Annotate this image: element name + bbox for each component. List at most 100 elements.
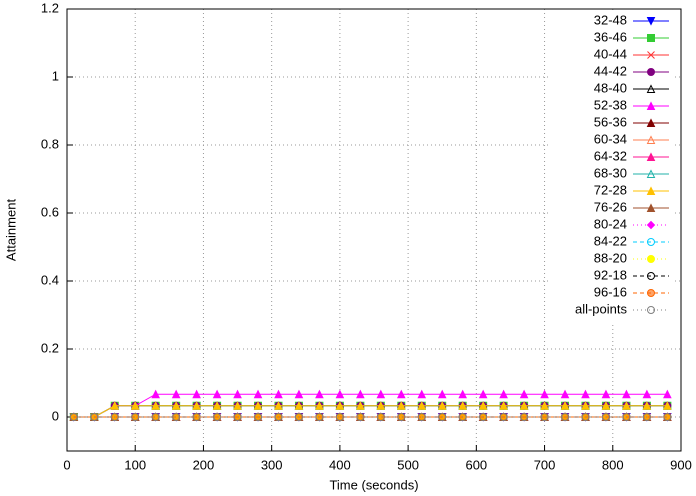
marker bbox=[130, 401, 140, 410]
marker bbox=[233, 413, 242, 421]
legend-label: 64-32 bbox=[594, 148, 627, 163]
line bbox=[73, 405, 668, 418]
marker bbox=[646, 186, 656, 195]
marker bbox=[131, 413, 140, 421]
marker bbox=[438, 413, 447, 421]
marker bbox=[458, 401, 467, 410]
legend-label: 52-38 bbox=[594, 97, 627, 112]
marker bbox=[601, 413, 610, 421]
y-axis-label: Attainment bbox=[3, 199, 18, 262]
legend-label: 76-26 bbox=[594, 199, 627, 214]
marker bbox=[478, 401, 488, 410]
marker bbox=[647, 272, 655, 280]
x-tick-label: 400 bbox=[329, 457, 351, 472]
marker bbox=[581, 389, 590, 399]
marker bbox=[151, 413, 160, 421]
series bbox=[69, 401, 672, 421]
marker bbox=[151, 401, 160, 410]
marker bbox=[540, 401, 549, 410]
x-tick-label: 0 bbox=[63, 457, 70, 472]
marker bbox=[397, 413, 406, 421]
legend-label: 88-20 bbox=[594, 250, 627, 265]
marker bbox=[172, 413, 181, 421]
marker bbox=[622, 401, 631, 410]
marker bbox=[560, 401, 570, 410]
marker bbox=[642, 413, 651, 421]
marker bbox=[192, 413, 201, 421]
marker bbox=[622, 413, 631, 421]
marker bbox=[376, 401, 386, 410]
marker bbox=[561, 413, 570, 421]
marker bbox=[642, 401, 652, 410]
marker bbox=[646, 135, 656, 144]
marker bbox=[601, 401, 611, 410]
series bbox=[69, 401, 672, 421]
marker bbox=[335, 389, 345, 399]
marker bbox=[212, 389, 222, 399]
marker bbox=[647, 289, 655, 297]
marker bbox=[560, 389, 570, 399]
marker bbox=[171, 401, 181, 410]
marker bbox=[335, 401, 345, 410]
line bbox=[73, 405, 668, 418]
x-tick-label: 300 bbox=[261, 457, 283, 472]
marker bbox=[192, 389, 201, 399]
x-tick-label: 100 bbox=[124, 457, 146, 472]
x-tick-label: 700 bbox=[534, 457, 556, 472]
legend-label: 48-40 bbox=[594, 80, 627, 95]
marker bbox=[315, 401, 324, 410]
line bbox=[73, 393, 668, 418]
y-tick-label: 0.2 bbox=[41, 340, 59, 355]
marker bbox=[499, 389, 508, 399]
marker bbox=[171, 389, 181, 399]
series bbox=[69, 401, 672, 421]
marker bbox=[192, 401, 201, 410]
legend-label: 72-28 bbox=[594, 182, 627, 197]
marker bbox=[90, 413, 99, 421]
legend-label: 92-18 bbox=[594, 267, 627, 282]
marker bbox=[315, 413, 324, 421]
marker bbox=[356, 413, 365, 421]
marker bbox=[499, 401, 508, 410]
marker bbox=[458, 389, 467, 399]
marker bbox=[294, 389, 304, 399]
marker bbox=[478, 389, 488, 399]
marker bbox=[212, 401, 222, 410]
marker bbox=[646, 17, 656, 26]
y-tick-label: 1.2 bbox=[41, 0, 59, 15]
marker bbox=[663, 401, 672, 410]
legend-label: 80-24 bbox=[594, 216, 627, 231]
legend-label: 84-22 bbox=[594, 233, 627, 248]
x-axis-label: Time (seconds) bbox=[329, 477, 418, 492]
x-tick-label: 600 bbox=[465, 457, 487, 472]
line bbox=[73, 405, 668, 418]
marker bbox=[647, 238, 655, 246]
marker bbox=[499, 413, 508, 421]
marker bbox=[233, 389, 242, 399]
line bbox=[73, 405, 668, 418]
x-tick-label: 200 bbox=[193, 457, 215, 472]
marker bbox=[315, 389, 324, 399]
marker bbox=[151, 389, 160, 399]
legend: 32-48 36-46 40-44 44-42 48-40 52-38 56-36 60-34… bbox=[551, 12, 675, 323]
marker bbox=[356, 401, 365, 410]
marker bbox=[274, 401, 283, 410]
marker bbox=[540, 389, 549, 399]
marker bbox=[647, 255, 655, 263]
marker bbox=[519, 389, 529, 399]
marker bbox=[601, 389, 611, 399]
marker bbox=[581, 413, 590, 421]
marker bbox=[519, 401, 529, 410]
y-tick-label: 0.6 bbox=[41, 204, 59, 219]
marker bbox=[647, 306, 655, 314]
marker bbox=[253, 389, 263, 399]
x-tick-label: 500 bbox=[397, 457, 419, 472]
marker bbox=[646, 169, 656, 178]
marker bbox=[663, 413, 672, 421]
series bbox=[69, 401, 672, 421]
legend-label: 56-36 bbox=[594, 114, 627, 129]
y-tick-label: 0 bbox=[52, 408, 59, 423]
marker bbox=[274, 413, 283, 421]
marker bbox=[646, 101, 656, 110]
